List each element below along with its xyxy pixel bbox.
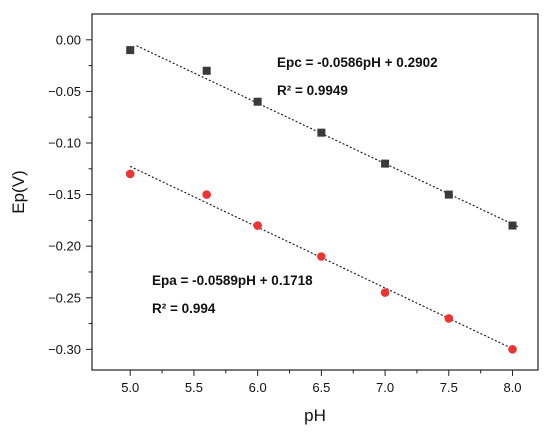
epa-r-squared: R² = 0.994 [152,301,216,316]
series-0-point [202,66,211,75]
data-points [125,46,517,354]
series-1-point [444,314,454,323]
epa-equation: Epa = -0.0589pH + 0.1718 [152,273,313,288]
series-0-point [444,190,453,199]
y-tick-label: −0.20 [48,239,81,254]
plot-frame [91,13,539,371]
epc-r-squared: R² = 0.9949 [277,83,348,98]
y-tick-label: −0.15 [48,187,81,202]
fit-line-0 [136,45,520,228]
series-1-point [508,345,517,354]
series-1-point [125,169,135,179]
series-0-point [508,221,517,230]
x-tick-label: 6.5 [312,380,330,395]
y-tick-label: −0.25 [48,290,81,305]
y-tick-label: −0.30 [48,342,81,357]
series-0-point [126,46,135,55]
x-tick-label: 5.0 [121,380,139,395]
y-tick-label: 0.00 [56,32,81,47]
x-tick-label: 8.0 [503,380,521,395]
series-1-point [202,190,211,199]
series-1-point [380,288,390,297]
series-1-point [317,252,326,261]
y-axis-title: Ep(V) [9,170,28,213]
y-tick-label: −0.05 [48,84,81,99]
series-0-point [253,97,262,106]
x-tick-label: 7.0 [376,380,394,395]
series-0-point [381,159,390,168]
series-0-point [317,128,326,137]
x-axis-title: pH [304,406,326,425]
epc-equation: Epc = -0.0586pH + 0.2902 [277,55,438,70]
y-tick-label: −0.10 [48,135,81,150]
x-tick-label: 6.0 [249,380,267,395]
x-tick-label: 5.5 [185,380,203,395]
x-tick-label: 7.5 [440,380,458,395]
ticks: 5.0 5.5 6.0 6.5 7.0 7.5 8.0 0.00 −0.05 −0.10 −0.15… [48,32,521,395]
series-1-point [253,221,262,230]
